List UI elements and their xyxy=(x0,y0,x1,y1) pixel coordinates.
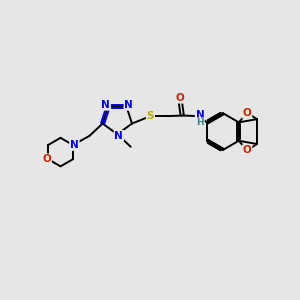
Text: N: N xyxy=(70,140,79,150)
Text: N: N xyxy=(124,100,133,110)
Text: N: N xyxy=(101,100,110,110)
Text: O: O xyxy=(243,108,251,118)
Text: S: S xyxy=(147,111,154,121)
Text: N: N xyxy=(114,131,123,141)
Text: O: O xyxy=(176,93,184,103)
Text: O: O xyxy=(243,145,251,155)
Text: O: O xyxy=(42,154,51,164)
Text: H: H xyxy=(196,118,204,127)
Text: N: N xyxy=(196,110,204,120)
